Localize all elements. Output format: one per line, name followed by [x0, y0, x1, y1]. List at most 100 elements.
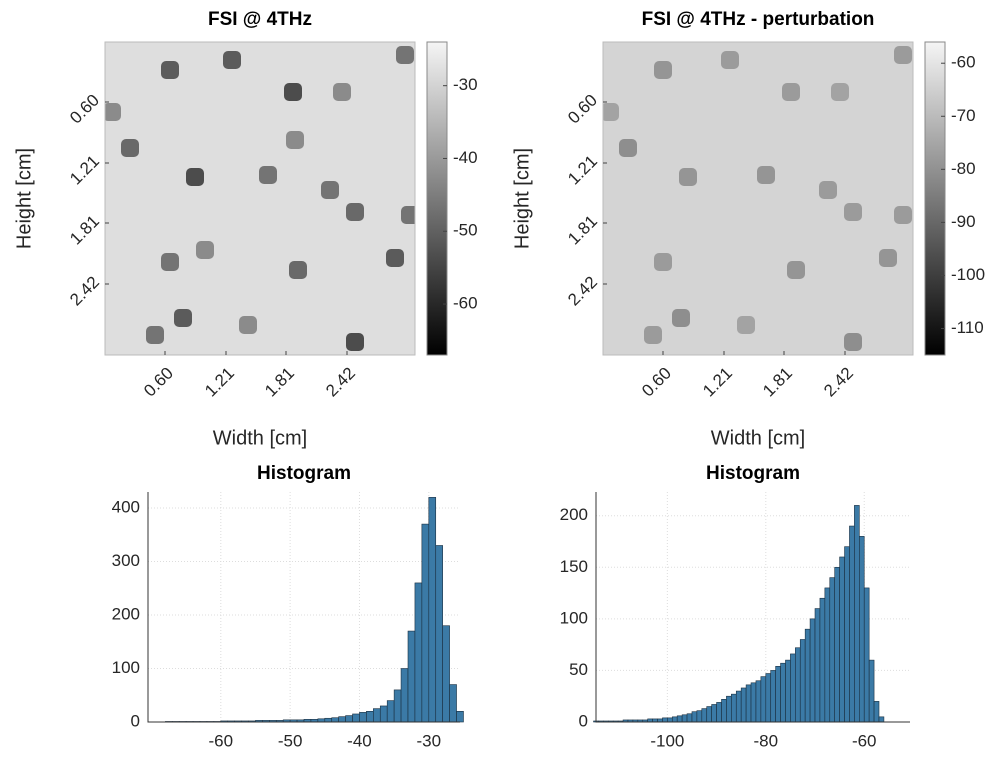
bar	[428, 497, 437, 723]
y-tick-label: 150	[560, 557, 588, 576]
bar	[740, 687, 747, 723]
spot	[831, 83, 849, 101]
spot	[757, 166, 775, 184]
bar	[819, 597, 826, 723]
spot	[321, 181, 339, 199]
y-tick-label: 0.60	[66, 91, 103, 128]
chart-title: Histogram	[257, 463, 351, 484]
bar	[379, 705, 388, 723]
bar	[849, 525, 855, 723]
bar	[359, 712, 367, 723]
bar	[711, 704, 717, 723]
y-tick-label: 100	[560, 608, 588, 627]
spot	[819, 181, 837, 199]
bar	[868, 659, 875, 723]
x-tick-label: -50	[278, 731, 303, 750]
x-tick-label: 1.81	[759, 364, 796, 401]
bar	[442, 625, 450, 723]
spot	[186, 168, 204, 186]
bar	[352, 713, 360, 723]
y-tick-label: 1.21	[564, 152, 601, 189]
bar	[829, 577, 835, 723]
axes-frame	[104, 41, 416, 356]
image-background	[105, 42, 415, 355]
bar	[667, 717, 673, 723]
bar	[671, 716, 678, 723]
spot	[286, 131, 304, 149]
y-tick-label: 50	[569, 660, 588, 679]
colorbar-tick-label: -70	[951, 106, 976, 125]
y-tick-label: 1.81	[564, 212, 601, 249]
x-tick-label: 1.21	[201, 364, 238, 401]
y-tick-label: 200	[560, 505, 588, 524]
x-tick-label: 1.81	[261, 364, 298, 401]
bar	[456, 711, 464, 723]
spot	[654, 253, 672, 271]
y-tick-label: 200	[112, 605, 140, 624]
spot	[196, 241, 214, 259]
spot	[121, 139, 139, 157]
x-axis-label: Width [cm]	[711, 427, 805, 449]
spot	[782, 83, 800, 101]
bar	[804, 628, 811, 723]
bar	[795, 647, 801, 723]
bar	[435, 545, 443, 723]
spot	[346, 333, 364, 351]
bar	[873, 701, 880, 723]
x-tick-label: 2.42	[322, 364, 359, 401]
spot	[737, 316, 755, 334]
bar	[731, 693, 737, 723]
colorbar-tick-label: -60	[453, 294, 478, 313]
image	[603, 46, 912, 351]
bar	[338, 716, 346, 723]
colorbar-tick-label: -60	[951, 53, 976, 72]
bar	[863, 587, 870, 723]
spot	[284, 83, 302, 101]
bar	[780, 662, 786, 723]
x-tick-label: 0.60	[140, 364, 177, 401]
bar	[449, 684, 457, 723]
bar	[745, 684, 752, 723]
y-tick-label: 2.42	[564, 273, 601, 310]
spot	[844, 203, 862, 221]
spot	[161, 61, 179, 79]
bar	[770, 670, 776, 723]
x-tick-label: -80	[754, 731, 779, 750]
bar	[765, 673, 772, 723]
axes-frame	[595, 492, 910, 723]
chart-title: FSI @ 4THz - perturbation	[642, 9, 875, 30]
bar	[681, 714, 688, 723]
bar	[878, 716, 885, 723]
chart-title: Histogram	[706, 463, 800, 484]
y-tick-label: 100	[112, 658, 140, 677]
bar	[686, 713, 693, 723]
bar	[716, 702, 722, 723]
spot	[386, 249, 404, 267]
bar	[834, 566, 840, 723]
bar	[373, 708, 381, 723]
spot	[644, 326, 662, 344]
x-axis-label: Width [cm]	[213, 427, 307, 449]
bar	[701, 708, 708, 723]
bar	[331, 717, 339, 723]
bar	[785, 659, 791, 723]
colorbar-tick-label: -110	[951, 318, 984, 337]
bar	[799, 639, 806, 723]
bar	[859, 536, 865, 723]
spot	[894, 206, 912, 224]
spot	[603, 103, 619, 121]
spot	[289, 261, 307, 279]
x-tick-label: 0.60	[638, 364, 675, 401]
x-tick-label: -60	[852, 731, 877, 750]
x-tick-label: -100	[650, 731, 684, 750]
x-tick-label: -40	[347, 731, 372, 750]
spot	[333, 83, 351, 101]
bar	[824, 587, 831, 723]
x-tick-label: -30	[417, 731, 442, 750]
bar	[345, 715, 353, 723]
bar	[400, 668, 409, 723]
bar	[854, 505, 860, 723]
bar	[790, 653, 796, 723]
image-background	[603, 42, 913, 355]
